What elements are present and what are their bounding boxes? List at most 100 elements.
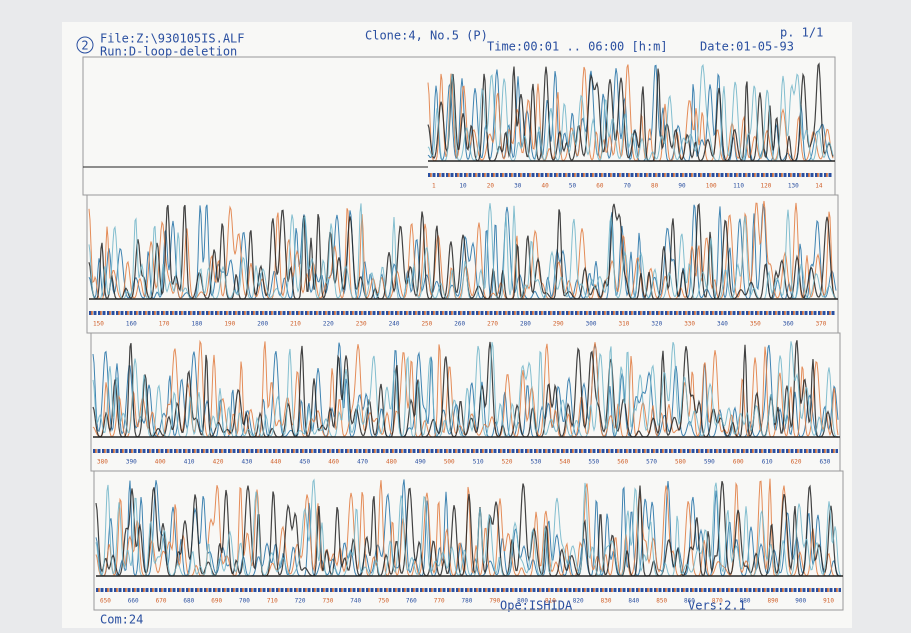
- scale-label: 290: [553, 321, 564, 328]
- scale-label: 720: [295, 598, 306, 605]
- scale-label: 60: [596, 183, 604, 190]
- scale-label: 200: [257, 321, 268, 328]
- printout: 2 File:Z:\930105IS.ALF Run:D-loop-deleti…: [0, 0, 911, 633]
- scale-label: 100: [706, 183, 717, 190]
- scale-label: 780: [462, 598, 473, 605]
- scale-label: 590: [704, 459, 715, 466]
- scale-label: 880: [740, 598, 751, 605]
- scale-label: 410: [184, 459, 195, 466]
- scale-label: 180: [192, 321, 203, 328]
- scale-label: 330: [684, 321, 695, 328]
- run: Run:D-loop-deletion: [100, 45, 237, 59]
- scale-label: 10: [459, 183, 467, 190]
- scale-label: 760: [406, 598, 417, 605]
- scale-label: 170: [159, 321, 170, 328]
- scale-label: 850: [656, 598, 667, 605]
- scale-label: 320: [651, 321, 662, 328]
- scale-label: 630: [820, 459, 831, 466]
- scale-label: 260: [454, 321, 465, 328]
- scale-label: 820: [573, 598, 584, 605]
- scale-label: 620: [791, 459, 802, 466]
- scale-label: 910: [823, 598, 834, 605]
- scale-label: 130: [788, 183, 799, 190]
- com: Com:24: [100, 613, 143, 627]
- scale-label: 270: [487, 321, 498, 328]
- scale-label: 300: [586, 321, 597, 328]
- scale-label: 250: [421, 321, 432, 328]
- scale-label: 110: [733, 183, 744, 190]
- scale-label: 340: [717, 321, 728, 328]
- clone: Clone:4, No.5 (P): [365, 29, 488, 43]
- scale-label: 90: [678, 183, 686, 190]
- scale-label: 380: [97, 459, 108, 466]
- scale-label: 870: [712, 598, 723, 605]
- scale-label: 500: [444, 459, 455, 466]
- scale-label: 370: [816, 321, 827, 328]
- scale-label: 520: [502, 459, 513, 466]
- scale-label: 690: [211, 598, 222, 605]
- scale-label: 460: [328, 459, 339, 466]
- scale-label: 360: [783, 321, 794, 328]
- scale-label: 430: [242, 459, 253, 466]
- scale-label: 240: [389, 321, 400, 328]
- scale-label: 230: [356, 321, 367, 328]
- scale-label: 700: [239, 598, 250, 605]
- scale-label: 400: [155, 459, 166, 466]
- scale-label: 900: [795, 598, 806, 605]
- scale-label: 450: [299, 459, 310, 466]
- scale-label: 310: [619, 321, 630, 328]
- scale-label: 830: [601, 598, 612, 605]
- scale-label: 610: [762, 459, 773, 466]
- scale-label: 650: [100, 598, 111, 605]
- scale-label: 440: [270, 459, 281, 466]
- scale-label: 420: [213, 459, 224, 466]
- scale-label: 730: [322, 598, 333, 605]
- scale-label: 890: [767, 598, 778, 605]
- scale-label: 160: [126, 321, 137, 328]
- scale-label: 670: [156, 598, 167, 605]
- scale-label: 560: [617, 459, 628, 466]
- scale-label: 840: [628, 598, 639, 605]
- scale-label: 50: [569, 183, 577, 190]
- scale-label: 190: [224, 321, 235, 328]
- scale-label: 790: [489, 598, 500, 605]
- scale-label: 14: [815, 183, 823, 190]
- scale-label: 40: [542, 183, 550, 190]
- scale-label: 750: [378, 598, 389, 605]
- scale-label: 150: [93, 321, 104, 328]
- scale-label: 280: [520, 321, 531, 328]
- scale-label: 220: [323, 321, 334, 328]
- page: 2 File:Z:\930105IS.ALF Run:D-loop-deleti…: [0, 0, 911, 633]
- scale-label: 350: [750, 321, 761, 328]
- scale-label: 510: [473, 459, 484, 466]
- scale-label: 550: [588, 459, 599, 466]
- scale-label: 770: [434, 598, 445, 605]
- scale-label: 80: [651, 183, 659, 190]
- scale-label: 30: [514, 183, 522, 190]
- scale-label: 530: [531, 459, 542, 466]
- scale-label: 1: [432, 183, 436, 190]
- scale-label: 490: [415, 459, 426, 466]
- scale-label: 120: [761, 183, 772, 190]
- date: Date:01-05-93: [700, 40, 794, 54]
- page-number: p. 1/1: [780, 26, 823, 40]
- scale-label: 210: [290, 321, 301, 328]
- time: Time:00:01 .. 06:00 [h:m]: [487, 40, 668, 54]
- file: File:Z:\930105IS.ALF: [100, 32, 245, 46]
- scale-label: 710: [267, 598, 278, 605]
- scale-label: 740: [350, 598, 361, 605]
- scale-label: 20: [487, 183, 495, 190]
- logo: 2: [81, 39, 88, 53]
- scale-label: 600: [733, 459, 744, 466]
- scale-label: 680: [183, 598, 194, 605]
- scale-label: 480: [386, 459, 397, 466]
- scale-label: 810: [545, 598, 556, 605]
- scale-label: 660: [128, 598, 139, 605]
- scale-label: 70: [624, 183, 632, 190]
- scale-label: 390: [126, 459, 137, 466]
- scale-label: 570: [646, 459, 657, 466]
- scale-label: 580: [675, 459, 686, 466]
- scale-label: 540: [559, 459, 570, 466]
- scale-label: 800: [517, 598, 528, 605]
- scale-label: 860: [684, 598, 695, 605]
